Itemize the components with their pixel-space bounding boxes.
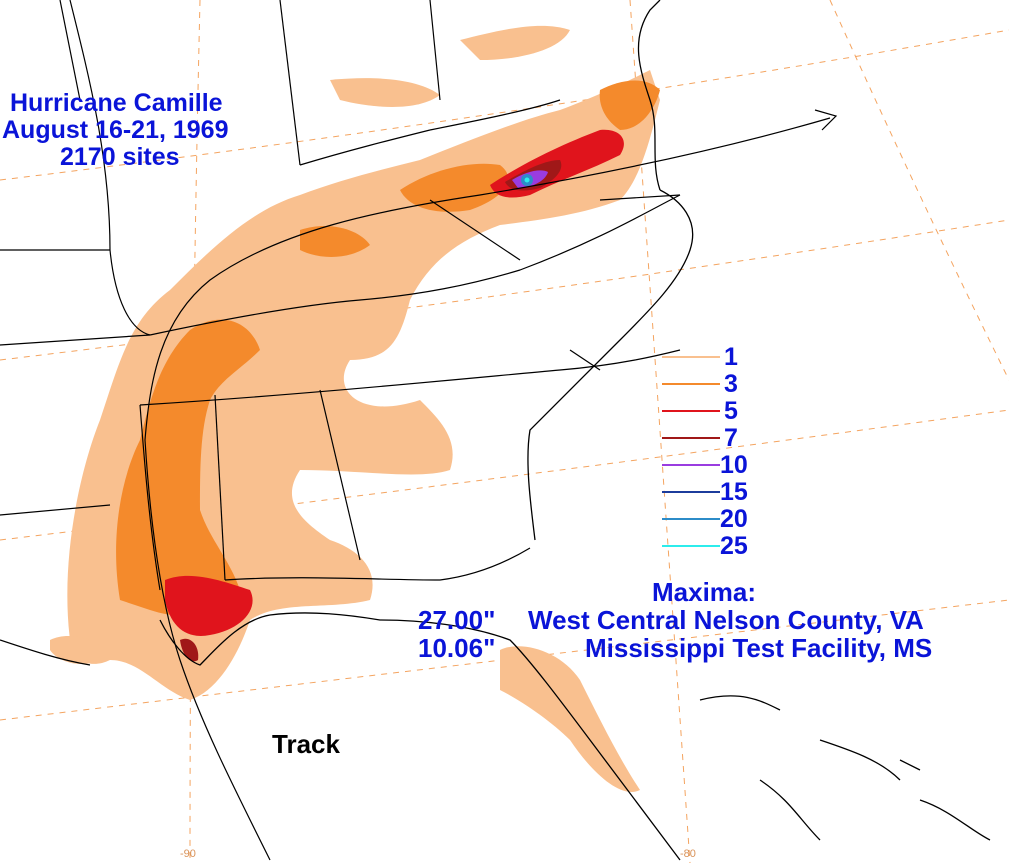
- legend-swatch-25: [662, 545, 720, 547]
- map-site-count: 2170 sites: [60, 143, 180, 171]
- map-title: Hurricane Camille: [10, 89, 223, 117]
- legend-label-20: 20: [720, 505, 748, 533]
- legend-swatch-7: [662, 437, 720, 439]
- coastline: [0, 0, 991, 861]
- map-date-range: August 16-21, 1969: [2, 116, 229, 144]
- legend-swatch-15: [662, 491, 720, 493]
- legend-label-5: 5: [724, 397, 738, 425]
- hurricane-track: [144, 109, 838, 861]
- longitude-label-80: -80: [680, 848, 696, 860]
- maxima-location-2: Mississippi Test Facility, MS: [585, 633, 933, 663]
- maxima-location-1: West Central Nelson County, VA: [528, 605, 924, 635]
- maxima-heading: Maxima:: [652, 577, 757, 607]
- rainfall-25in-area: [524, 177, 530, 183]
- legend-label-25: 25: [720, 532, 748, 560]
- legend-label-10: 10: [720, 451, 748, 479]
- rainfall-3in-area: [116, 80, 660, 616]
- legend-swatch-20: [662, 518, 720, 520]
- longitude-label-90: -90: [180, 848, 196, 860]
- legend-swatch-3: [662, 383, 720, 385]
- track-label: Track: [272, 729, 340, 759]
- maxima-value-2: 10.06": [418, 633, 496, 663]
- legend-swatch-1: [662, 356, 720, 358]
- legend-label-1: 1: [724, 343, 738, 371]
- maxima-value-1: 27.00": [418, 605, 496, 635]
- legend-label-7: 7: [724, 424, 738, 452]
- legend-swatch-5: [662, 410, 720, 412]
- state-boundaries: [0, 0, 681, 591]
- legend-swatch-10: [662, 464, 720, 466]
- legend-label-3: 3: [724, 370, 738, 398]
- legend-label-15: 15: [720, 478, 748, 506]
